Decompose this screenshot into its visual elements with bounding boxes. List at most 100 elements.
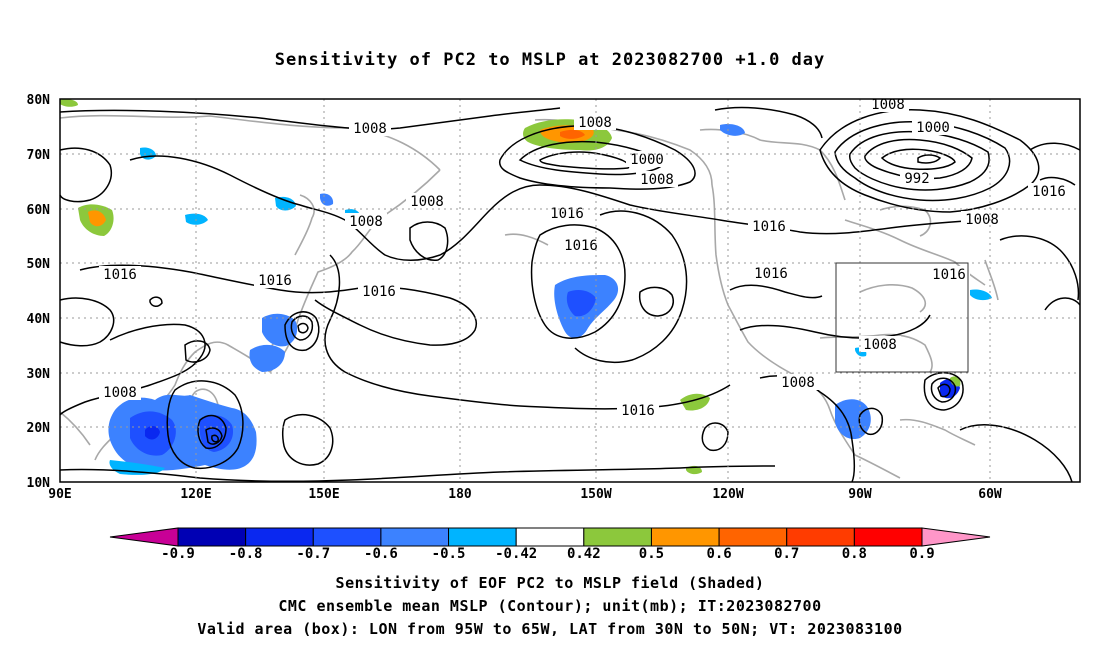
colorbar-cell	[718, 527, 788, 547]
valid-area-box	[835, 262, 969, 373]
lon-tick-label: 120W	[712, 487, 743, 502]
colorbar-label: 0.42	[567, 546, 601, 562]
colorbar-label: -0.7	[296, 546, 330, 562]
lat-tick-label: 70N	[27, 148, 51, 163]
contour-label: 1016	[254, 272, 296, 289]
svg-text:1008: 1008	[863, 337, 897, 353]
colorbar-label: 0.7	[774, 546, 799, 562]
contour-label: 992	[900, 170, 934, 187]
lat-tick-label: 40N	[27, 312, 51, 327]
contour-label: 1008	[574, 114, 616, 131]
contour-label: 1008	[961, 211, 1003, 228]
contour-label: 1008	[636, 171, 678, 188]
svg-text:1016: 1016	[621, 403, 655, 419]
contour-label: 1016	[99, 266, 141, 283]
svg-text:1008: 1008	[781, 375, 815, 391]
colorbar-label: 0.8	[842, 546, 867, 562]
svg-text:1008: 1008	[578, 115, 612, 131]
colorbar-label: -0.6	[364, 546, 398, 562]
lon-tick-label: 60W	[978, 487, 1002, 502]
contour-label: 1008	[859, 336, 901, 353]
colorbar-label: 0.9	[909, 546, 934, 562]
colorbar-cell	[650, 527, 720, 547]
lat-tick-label: 30N	[27, 367, 51, 382]
svg-text:1008: 1008	[871, 97, 905, 113]
colorbar-cell	[515, 527, 585, 547]
svg-text:1008: 1008	[353, 121, 387, 137]
svg-text:992: 992	[904, 171, 929, 187]
contour-label: 1016	[617, 402, 659, 419]
contour-label: 1000	[626, 151, 668, 168]
contour-label: 1008	[406, 193, 448, 210]
svg-text:1016: 1016	[362, 284, 396, 300]
svg-text:1008: 1008	[410, 194, 444, 210]
contour-label: 1000	[912, 119, 954, 136]
caption-line-3: Valid area (box): LON from 95W to 65W, L…	[197, 620, 903, 638]
colorbar-label: 0.6	[706, 546, 731, 562]
colorbar-cell	[448, 527, 517, 547]
lon-tick-label: 150E	[308, 487, 339, 502]
contour-label: 1008	[867, 96, 909, 113]
lat-tick-label: 10N	[27, 476, 51, 491]
map-frame	[59, 98, 1081, 483]
colorbar-label: -0.5	[432, 546, 466, 562]
colorbar-label: 0.5	[639, 546, 664, 562]
svg-text:1008: 1008	[103, 385, 137, 401]
contour-label: 1016	[358, 283, 400, 300]
colorbar-cell	[583, 527, 652, 547]
colorbar-cell	[786, 527, 855, 547]
contour-label: 1016	[748, 218, 790, 235]
contour-label: 1016	[546, 205, 588, 222]
grid-lines	[60, 99, 1080, 482]
colorbar-label: -0.9	[161, 546, 195, 562]
contour-label: 1008	[777, 374, 819, 391]
contour-label: 1016	[750, 265, 792, 282]
lat-tick-label: 20N	[27, 421, 51, 436]
contour-label: 1016	[1028, 183, 1070, 200]
lat-tick-label: 80N	[27, 93, 51, 108]
svg-text:1000: 1000	[916, 120, 950, 136]
colorbar-label: -0.42	[495, 546, 537, 562]
colorbar-cells	[177, 527, 923, 547]
lon-tick-label: 180	[448, 487, 472, 502]
colorbar-label: -0.8	[229, 546, 263, 562]
svg-text:1000: 1000	[630, 152, 664, 168]
svg-text:1016: 1016	[932, 267, 966, 283]
contour-label: 1016	[560, 237, 602, 254]
colorbar: -0.9 -0.8 -0.7 -0.6 -0.5 -0.42 0.42 0.5 0.6 0.7 0.…	[109, 527, 991, 562]
svg-text:1008: 1008	[349, 214, 383, 230]
svg-text:1016: 1016	[1032, 184, 1066, 200]
lat-tick-label: 50N	[27, 257, 51, 272]
svg-text:1016: 1016	[550, 206, 584, 222]
svg-text:1016: 1016	[564, 238, 598, 254]
contour-label-group: 1008 1008 1000 1008 1008 1000 992 1016 1…	[99, 96, 1070, 419]
contour-label: 1008	[349, 120, 391, 137]
svg-text:1016: 1016	[103, 267, 137, 283]
contour-label: 1016	[928, 266, 970, 283]
colorbar-cell	[853, 527, 923, 547]
colorbar-cell	[177, 527, 247, 547]
svg-text:1016: 1016	[752, 219, 786, 235]
svg-text:1016: 1016	[754, 266, 788, 282]
colorbar-high-end	[921, 527, 991, 547]
colorbar-low-end	[109, 527, 179, 547]
lon-tick-label: 90E	[48, 487, 71, 502]
colorbar-labels: -0.9 -0.8 -0.7 -0.6 -0.5 -0.42 0.42 0.5 0.6 0.7 0.…	[161, 546, 935, 562]
lon-tick-label: 120E	[180, 487, 211, 502]
lat-tick-label: 60N	[27, 203, 51, 218]
colorbar-cell	[245, 527, 314, 547]
caption-line-1: Sensitivity of EOF PC2 to MSLP field (Sh…	[335, 574, 765, 592]
colorbar-cell	[312, 527, 382, 547]
lat-tick-labels: 80N 70N 60N 50N 40N 30N 20N 10N	[27, 93, 51, 491]
chart-title: Sensitivity of PC2 to MSLP at 2023082700…	[274, 50, 826, 70]
contour-label: 1008	[345, 213, 387, 230]
colorbar-cell	[380, 527, 450, 547]
contour-label: 1008	[99, 384, 141, 401]
svg-text:1016: 1016	[258, 273, 292, 289]
svg-text:1008: 1008	[640, 172, 674, 188]
svg-text:1008: 1008	[965, 212, 999, 228]
sensitivity-map: 1008 1008 1000 1008 1008 1000 992 1016 1…	[27, 93, 1081, 562]
lon-tick-label: 90W	[848, 487, 872, 502]
lon-tick-label: 150W	[580, 487, 611, 502]
caption-line-2: CMC ensemble mean MSLP (Contour); unit(m…	[278, 597, 822, 615]
